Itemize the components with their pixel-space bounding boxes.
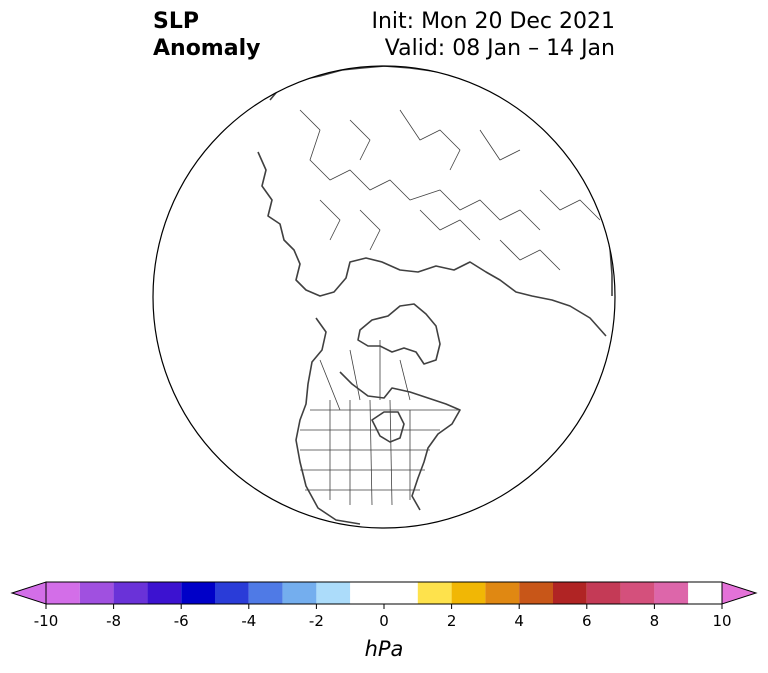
colorbar-tick-label: 8: [650, 612, 660, 630]
colorbar-tick-label: 10: [712, 612, 731, 630]
colorbar-segment: [519, 582, 553, 604]
colorbar-segment: [282, 582, 317, 604]
polar-map: [152, 65, 616, 529]
colorbar-tick-label: -8: [106, 612, 121, 630]
colorbar-tick-label: 2: [447, 612, 457, 630]
eurasia-coastline: [257, 66, 613, 337]
colorbar-tick-label: -10: [34, 612, 59, 630]
colorbar-segment: [553, 582, 587, 604]
colorbar-segment: [215, 582, 249, 604]
colorbar-segment: [113, 582, 148, 604]
colorbar: -10 -8 -6 -4 -2 0 2 4 6 8 10 hPa: [10, 581, 758, 661]
colorbar-tick-label: -4: [241, 612, 256, 630]
colorbar-ticks: -10 -8 -6 -4 -2 0 2 4 6 8 10: [34, 604, 732, 630]
chart-title: SLP Anomaly: [153, 8, 260, 62]
colorbar-segment: [485, 582, 520, 604]
colorbar-tick-label: -6: [174, 612, 189, 630]
country-borders: [299, 109, 601, 271]
colorbar-segment: [586, 582, 621, 604]
colorbar-segment: [79, 582, 114, 604]
colorbar-segment: [181, 582, 215, 604]
globe-boundary: [152, 65, 616, 529]
colorbar-segment: [620, 582, 655, 604]
title-line-anomaly: Anomaly: [153, 36, 261, 61]
colorbar-segment: [654, 582, 689, 604]
colorbar-segment: [316, 582, 351, 604]
init-date-label: Init: Mon 20 Dec 2021: [371, 9, 616, 34]
hudson-bay-coastline: [371, 411, 405, 443]
colorbar-tick-label: 6: [582, 612, 592, 630]
colorbar-segment: [350, 582, 418, 604]
colorbar-extend-max: [721, 581, 758, 605]
colorbar-extend-min: [10, 581, 47, 605]
colorbar-tick-label: 0: [379, 612, 389, 630]
na-state-borders: [300, 340, 460, 506]
north-america-coastline: [295, 317, 461, 525]
colorbar-segment: [688, 582, 722, 604]
colorbar-tick-label: 4: [514, 612, 524, 630]
colorbar-segment: [147, 582, 182, 604]
colorbar-segment: [248, 582, 283, 604]
colorbar-segment: [46, 582, 80, 604]
colorbar-segment: [417, 582, 452, 604]
greenland-coastline: [357, 303, 441, 365]
colorbar-tick-label: -2: [309, 612, 324, 630]
title-line-slp: SLP: [153, 9, 199, 34]
colorbar-segments: [10, 581, 758, 605]
valid-range-label: Valid: 08 Jan – 14 Jan: [384, 36, 615, 61]
chart-subtitle: Init: Mon 20 Dec 2021 Valid: 08 Jan – 14…: [372, 8, 616, 62]
colorbar-segment: [451, 582, 486, 604]
colorbar-unit-label: hPa: [365, 637, 404, 661]
